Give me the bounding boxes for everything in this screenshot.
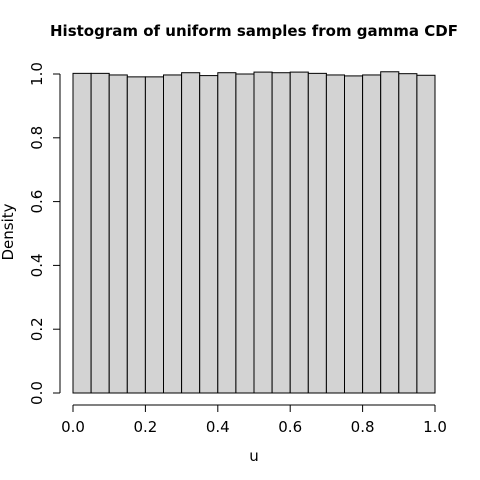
bars-group [72,71,436,394]
histogram-bar [253,71,273,394]
histogram-bar [108,74,128,394]
histogram-bar [380,71,400,394]
histogram-bar [126,76,146,394]
histogram-bar [398,73,418,394]
histogram-bar [271,72,291,394]
histogram-bar [235,73,255,394]
y-axis-label: Density [0,203,17,260]
x-tick-label: 0.0 [61,418,85,436]
x-tick-label: 1.0 [423,418,447,436]
histogram-bar [90,72,110,394]
y-axis-ticks: 0.0 0.2 0.4 0.6 0.8 1.0 [28,62,60,405]
histogram-bar [289,71,309,394]
histogram-bar [72,72,92,394]
x-tick-label: 0.4 [206,418,230,436]
histogram-bar [163,74,183,394]
y-tick-label: 1.0 [28,62,46,86]
y-tick-label: 0.4 [28,253,46,277]
y-tick-label: 0.2 [28,317,46,341]
y-tick-label: 0.0 [28,381,46,405]
x-tick-label: 0.2 [133,418,157,436]
histogram-bar [217,72,237,394]
histogram-bar [362,74,382,394]
histogram-bar [144,76,164,394]
histogram-bar [416,74,436,394]
histogram-bar [307,72,327,394]
histogram-bar [344,75,364,394]
histogram-bar [181,72,201,394]
x-axis-label: u [249,447,259,465]
chart-title: Histogram of uniform samples from gamma … [50,22,458,40]
y-tick-label: 0.8 [28,126,46,150]
x-tick-label: 0.6 [278,418,302,436]
x-axis-ticks: 0.0 0.2 0.4 0.6 0.8 1.0 [61,405,447,436]
x-tick-label: 0.8 [351,418,375,436]
histogram-bar [199,75,219,394]
histogram-bar [325,74,345,394]
y-tick-label: 0.6 [28,190,46,214]
